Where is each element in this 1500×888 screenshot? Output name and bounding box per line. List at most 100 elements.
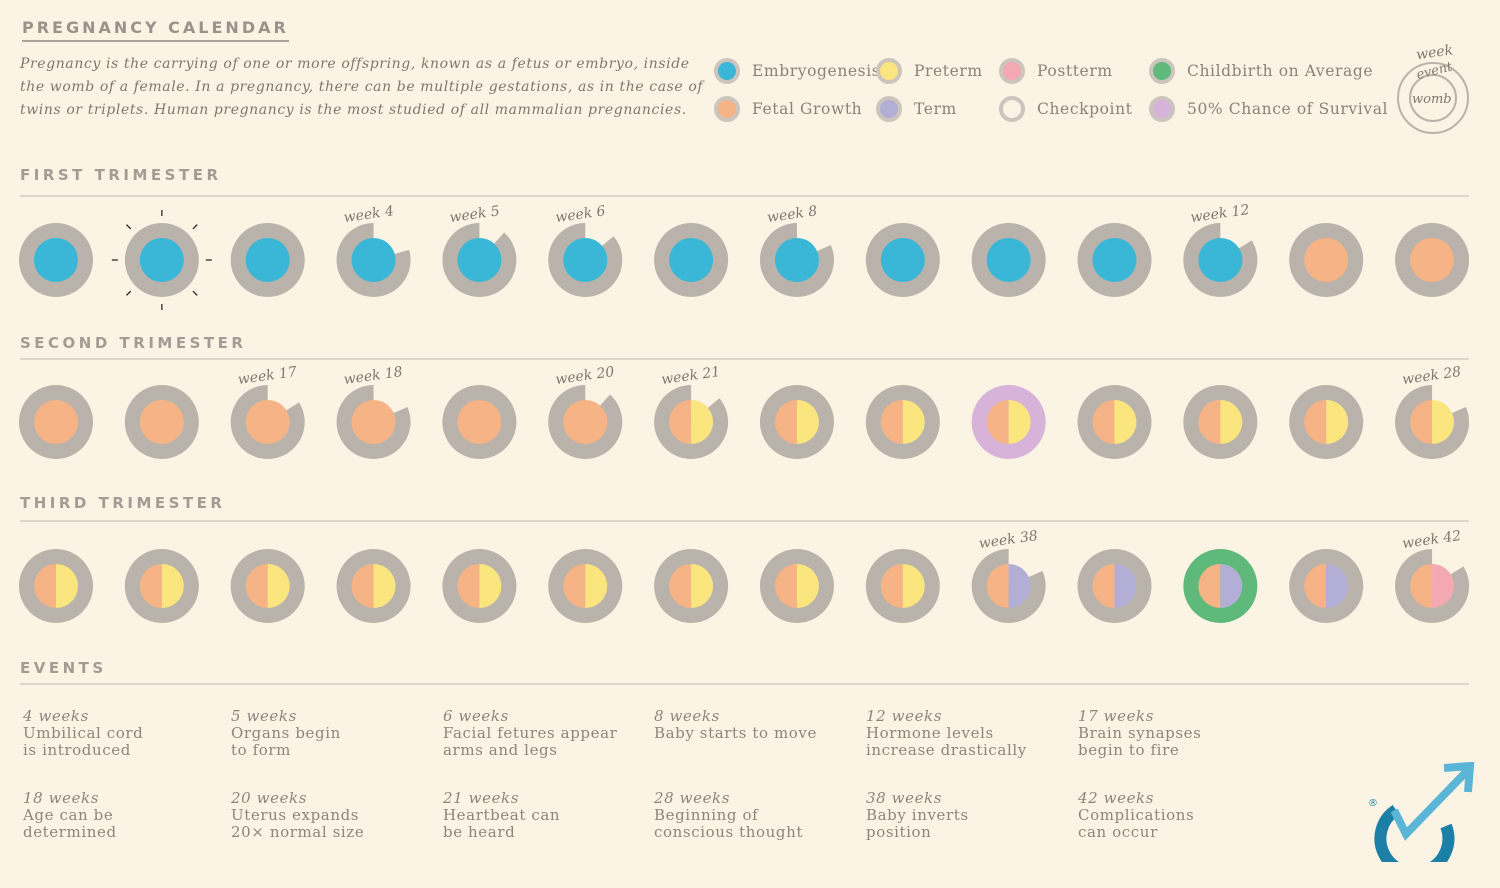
week-27-circle bbox=[1289, 385, 1364, 459]
inner-left bbox=[774, 400, 797, 444]
first-trimester-label: FIRST TRIMESTER bbox=[20, 166, 222, 184]
week-4-circle: week 4 bbox=[336, 203, 413, 297]
legend-swatch bbox=[876, 96, 902, 122]
legend-label: Postterm bbox=[1037, 62, 1113, 80]
inner-right bbox=[1114, 564, 1137, 608]
inner-right bbox=[796, 564, 819, 608]
week-32-circle bbox=[336, 549, 411, 623]
week-label: week 12 bbox=[1190, 202, 1251, 226]
week-label: week 8 bbox=[766, 203, 818, 226]
inner-fill bbox=[139, 400, 184, 444]
week-12-circle: week 12 bbox=[1183, 202, 1258, 297]
week-26-circle bbox=[1183, 385, 1258, 459]
week-39-circle bbox=[1077, 549, 1152, 623]
inner-left bbox=[34, 564, 56, 608]
event-week: 17 weeks bbox=[1078, 707, 1155, 725]
legend-swatch bbox=[714, 58, 740, 84]
week-16-circle bbox=[124, 385, 199, 459]
week-18-circle: week 18 bbox=[336, 364, 411, 459]
event-item: 42 weeks Complications can occur bbox=[1078, 790, 1278, 841]
inner-right bbox=[902, 400, 925, 444]
inner-left bbox=[139, 564, 162, 608]
first-trimester-weeks: week 4 week 5 week 6 week 8 week 12 bbox=[19, 202, 1470, 310]
event-week: 38 weeks bbox=[866, 789, 943, 807]
event-week: 5 weeks bbox=[231, 707, 297, 725]
legend-item-checkpoint: Checkpoint bbox=[999, 96, 1133, 122]
inner-left bbox=[986, 564, 1009, 608]
burst-tick bbox=[126, 224, 132, 230]
inner-fill bbox=[351, 400, 396, 444]
week-label: week 6 bbox=[554, 203, 606, 226]
inner-fill bbox=[457, 400, 502, 444]
event-item: 4 weeks Umbilical cord is introduced bbox=[23, 708, 223, 759]
inner-left bbox=[245, 564, 268, 608]
inner-right bbox=[479, 564, 502, 608]
event-item: 8 weeks Baby starts to move bbox=[654, 708, 854, 742]
legend-swatch bbox=[714, 96, 740, 122]
inner-fill bbox=[34, 238, 78, 282]
week-37-circle bbox=[865, 549, 940, 623]
week-14-circle bbox=[1395, 223, 1470, 297]
event-description: Facial fetures appear arms and legs bbox=[443, 724, 618, 759]
legend-item-term: Term bbox=[876, 96, 957, 122]
inner-left bbox=[669, 564, 692, 608]
inner-right bbox=[1220, 400, 1243, 444]
week-25-circle bbox=[1077, 385, 1152, 459]
legend-item-postterm: Postterm bbox=[999, 58, 1113, 84]
inner-left bbox=[1410, 564, 1433, 608]
divider bbox=[20, 358, 1469, 360]
inner-fill bbox=[986, 238, 1031, 282]
event-item: 12 weeks Hormone levels increase drastica… bbox=[866, 708, 1066, 759]
inner-fill bbox=[1304, 238, 1349, 282]
event-description: Baby inverts position bbox=[866, 806, 969, 841]
burst-tick bbox=[192, 224, 198, 230]
legend-swatch bbox=[999, 58, 1025, 84]
week-2-circle bbox=[111, 210, 212, 310]
event-week: 6 weeks bbox=[443, 707, 509, 725]
week-label: week 38 bbox=[978, 528, 1039, 552]
week-label: week 5 bbox=[449, 203, 501, 226]
inner-right bbox=[1114, 400, 1137, 444]
events-label: EVENTS bbox=[20, 659, 107, 677]
inner-fill bbox=[34, 400, 78, 444]
legend-item-survival: 50% Chance of Survival bbox=[1149, 96, 1388, 122]
inner-fill bbox=[669, 238, 714, 282]
inner-left bbox=[1304, 564, 1327, 608]
week-17-circle: week 17 bbox=[230, 364, 305, 459]
legend-label: Preterm bbox=[914, 62, 983, 80]
inner-right bbox=[56, 564, 78, 608]
third-trimester-weeks: week 38 week 42 bbox=[19, 528, 1470, 623]
first-trimester-row: week 4 week 5 week 6 week 8 week 12 bbox=[0, 200, 1500, 320]
event-description: Brain synapses begin to fire bbox=[1078, 724, 1202, 759]
week-label: week 18 bbox=[343, 364, 404, 388]
inner-fill bbox=[457, 238, 502, 282]
inner-left bbox=[1092, 564, 1115, 608]
event-week: 42 weeks bbox=[1078, 789, 1155, 807]
week-19-circle bbox=[442, 385, 517, 459]
key-womb-label: womb bbox=[1412, 92, 1452, 107]
week-20-circle: week 20 bbox=[548, 364, 623, 459]
inner-fill bbox=[774, 238, 819, 282]
inner-right bbox=[161, 564, 184, 608]
week-8-circle: week 8 bbox=[759, 203, 834, 297]
legend-item-embryogenesis: Embryogenesis bbox=[714, 58, 880, 84]
event-week: 12 weeks bbox=[866, 707, 943, 725]
inner-right bbox=[691, 564, 714, 608]
legend-label: Fetal Growth bbox=[752, 100, 863, 118]
inner-fill bbox=[1410, 238, 1455, 282]
inner-right bbox=[1008, 564, 1031, 608]
week-6-circle: week 6 bbox=[548, 203, 623, 297]
inner-right bbox=[1220, 564, 1243, 608]
inner-left bbox=[1092, 400, 1115, 444]
legend-label: Term bbox=[914, 100, 957, 118]
inner-fill bbox=[1092, 238, 1137, 282]
logo-ring bbox=[1374, 804, 1455, 862]
week-38-circle: week 38 bbox=[971, 528, 1046, 623]
week-3-circle bbox=[230, 223, 305, 297]
inner-right bbox=[373, 564, 396, 608]
inner-left bbox=[351, 564, 374, 608]
inner-right bbox=[585, 564, 608, 608]
week-label: week 20 bbox=[554, 364, 615, 388]
week-label: week 42 bbox=[1401, 528, 1462, 552]
event-item: 17 weeks Brain synapses begin to fire bbox=[1078, 708, 1278, 759]
